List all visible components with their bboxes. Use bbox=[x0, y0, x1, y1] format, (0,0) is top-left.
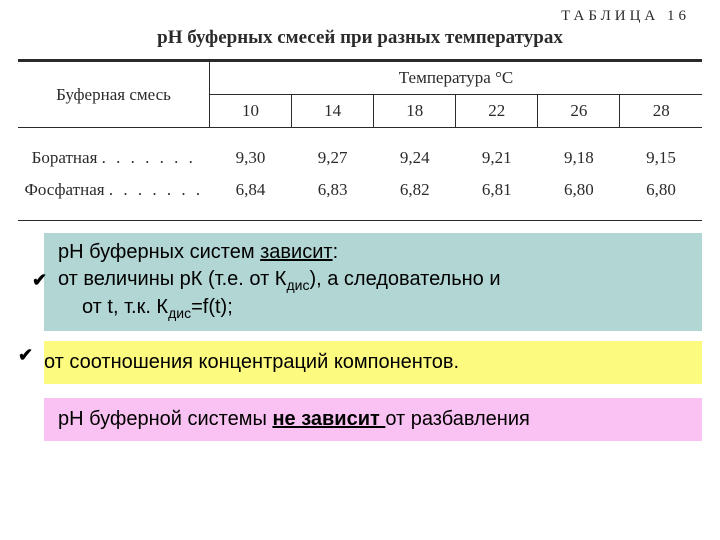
subscript: дис bbox=[286, 277, 309, 293]
dot-leader: . . . . . . . bbox=[109, 180, 203, 199]
note-depends-intro: рН буферных систем зависит: bbox=[58, 239, 692, 266]
table-row: Боратная . . . . . . . 9,30 9,27 9,24 9,… bbox=[18, 142, 702, 174]
note-independent-box: рН буферной системы не зависит от разбав… bbox=[44, 398, 702, 441]
text: рН буферных систем bbox=[58, 241, 260, 263]
cell: 6,80 bbox=[538, 174, 620, 206]
row-name: Фосфатная bbox=[24, 180, 104, 199]
note-depends-box: рН буферных систем зависит: ✔ от величин… bbox=[44, 233, 702, 332]
text: рН буферной системы bbox=[58, 408, 272, 430]
colon: : bbox=[333, 241, 339, 263]
text: ), а следовательно и bbox=[309, 268, 500, 290]
buffer-ph-table: Буферная смесь Температура °C 10 14 18 2… bbox=[18, 59, 702, 221]
note-bullet-1-cont: от t, т.к. Кдис=f(t); bbox=[58, 294, 692, 323]
cell: 6,80 bbox=[620, 174, 702, 206]
table-row: Фосфатная . . . . . . . 6,84 6,83 6,82 6… bbox=[18, 174, 702, 206]
cell: 6,84 bbox=[210, 174, 292, 206]
cell: 6,83 bbox=[292, 174, 374, 206]
cell: 6,81 bbox=[456, 174, 538, 206]
col-header: 26 bbox=[538, 95, 620, 128]
depends-word: зависит bbox=[260, 241, 332, 263]
row-name: Боратная bbox=[32, 148, 98, 167]
cell: 9,27 bbox=[292, 142, 374, 174]
note-bullet-2: от соотношения концентраций компонентов. bbox=[44, 351, 459, 373]
cell: 9,21 bbox=[456, 142, 538, 174]
cell: 9,15 bbox=[620, 142, 702, 174]
note-bullet-2-box: ✔ от соотношения концентраций компоненто… bbox=[44, 341, 702, 384]
text: =f(t); bbox=[191, 296, 233, 318]
col-header: 28 bbox=[620, 95, 702, 128]
col-header: 18 bbox=[374, 95, 456, 128]
row-header: Буферная смесь bbox=[18, 62, 210, 128]
subscript: дис bbox=[168, 305, 191, 321]
indep-word: не зависит bbox=[272, 408, 385, 430]
check-icon: ✔ bbox=[32, 268, 47, 292]
table-number-label: ТАБЛИЦА 16 bbox=[18, 8, 702, 25]
col-header: 10 bbox=[210, 95, 292, 128]
text: от разбавления bbox=[385, 408, 530, 430]
text: от t, т.к. К bbox=[82, 296, 168, 318]
note-bullet-1: ✔ от величины рК (т.е. от Кдис), а следо… bbox=[58, 266, 692, 295]
dot-leader: . . . . . . . bbox=[102, 148, 196, 167]
table-title: pH буферных смесей при разных температур… bbox=[18, 27, 702, 49]
col-header: 22 bbox=[456, 95, 538, 128]
cell: 9,18 bbox=[538, 142, 620, 174]
cell: 6,82 bbox=[374, 174, 456, 206]
col-group-header: Температура °C bbox=[210, 62, 702, 95]
cell: 9,24 bbox=[374, 142, 456, 174]
text: от величины рК (т.е. от К bbox=[58, 268, 286, 290]
check-icon: ✔ bbox=[18, 343, 33, 367]
col-header: 14 bbox=[292, 95, 374, 128]
cell: 9,30 bbox=[210, 142, 292, 174]
